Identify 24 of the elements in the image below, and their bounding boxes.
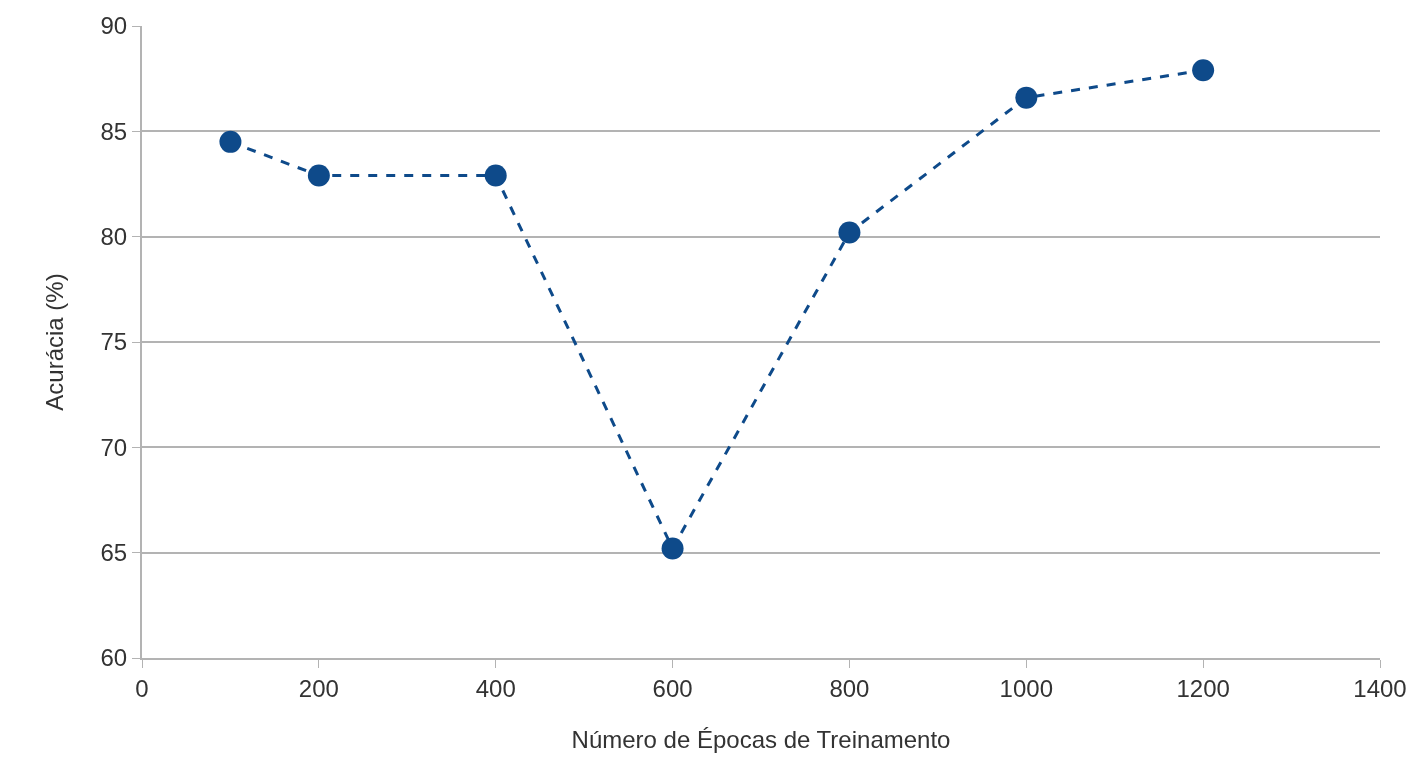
point bbox=[1192, 59, 1215, 82]
x-tick-label: 400 bbox=[475, 674, 516, 702]
y-tick-label: 60 bbox=[100, 644, 128, 672]
x-axis-title: Número de Épocas de Treinamento bbox=[571, 725, 951, 753]
x-tick-label: 200 bbox=[298, 674, 339, 702]
point bbox=[661, 537, 684, 560]
point bbox=[219, 130, 242, 153]
y-axis-title: Acurácia (%) bbox=[41, 273, 69, 411]
point bbox=[1015, 86, 1038, 109]
y-tick-label: 80 bbox=[100, 223, 128, 251]
x-tick-label: 800 bbox=[829, 674, 870, 702]
y-tick-label: 90 bbox=[100, 12, 128, 40]
x-tick-label: 1200 bbox=[1176, 674, 1230, 702]
y-tick-label: 85 bbox=[100, 117, 128, 145]
x-tick-label: 1000 bbox=[999, 674, 1053, 702]
x-tick-label: 600 bbox=[652, 674, 693, 702]
point bbox=[838, 221, 861, 244]
y-tick-label: 70 bbox=[100, 433, 128, 461]
x-tick-label: 1400 bbox=[1353, 674, 1407, 702]
y-tick-label: 65 bbox=[100, 539, 128, 567]
point bbox=[484, 164, 507, 187]
point bbox=[307, 164, 330, 187]
y-tick-label: 75 bbox=[100, 328, 128, 356]
x-tick-label: 0 bbox=[135, 674, 149, 702]
